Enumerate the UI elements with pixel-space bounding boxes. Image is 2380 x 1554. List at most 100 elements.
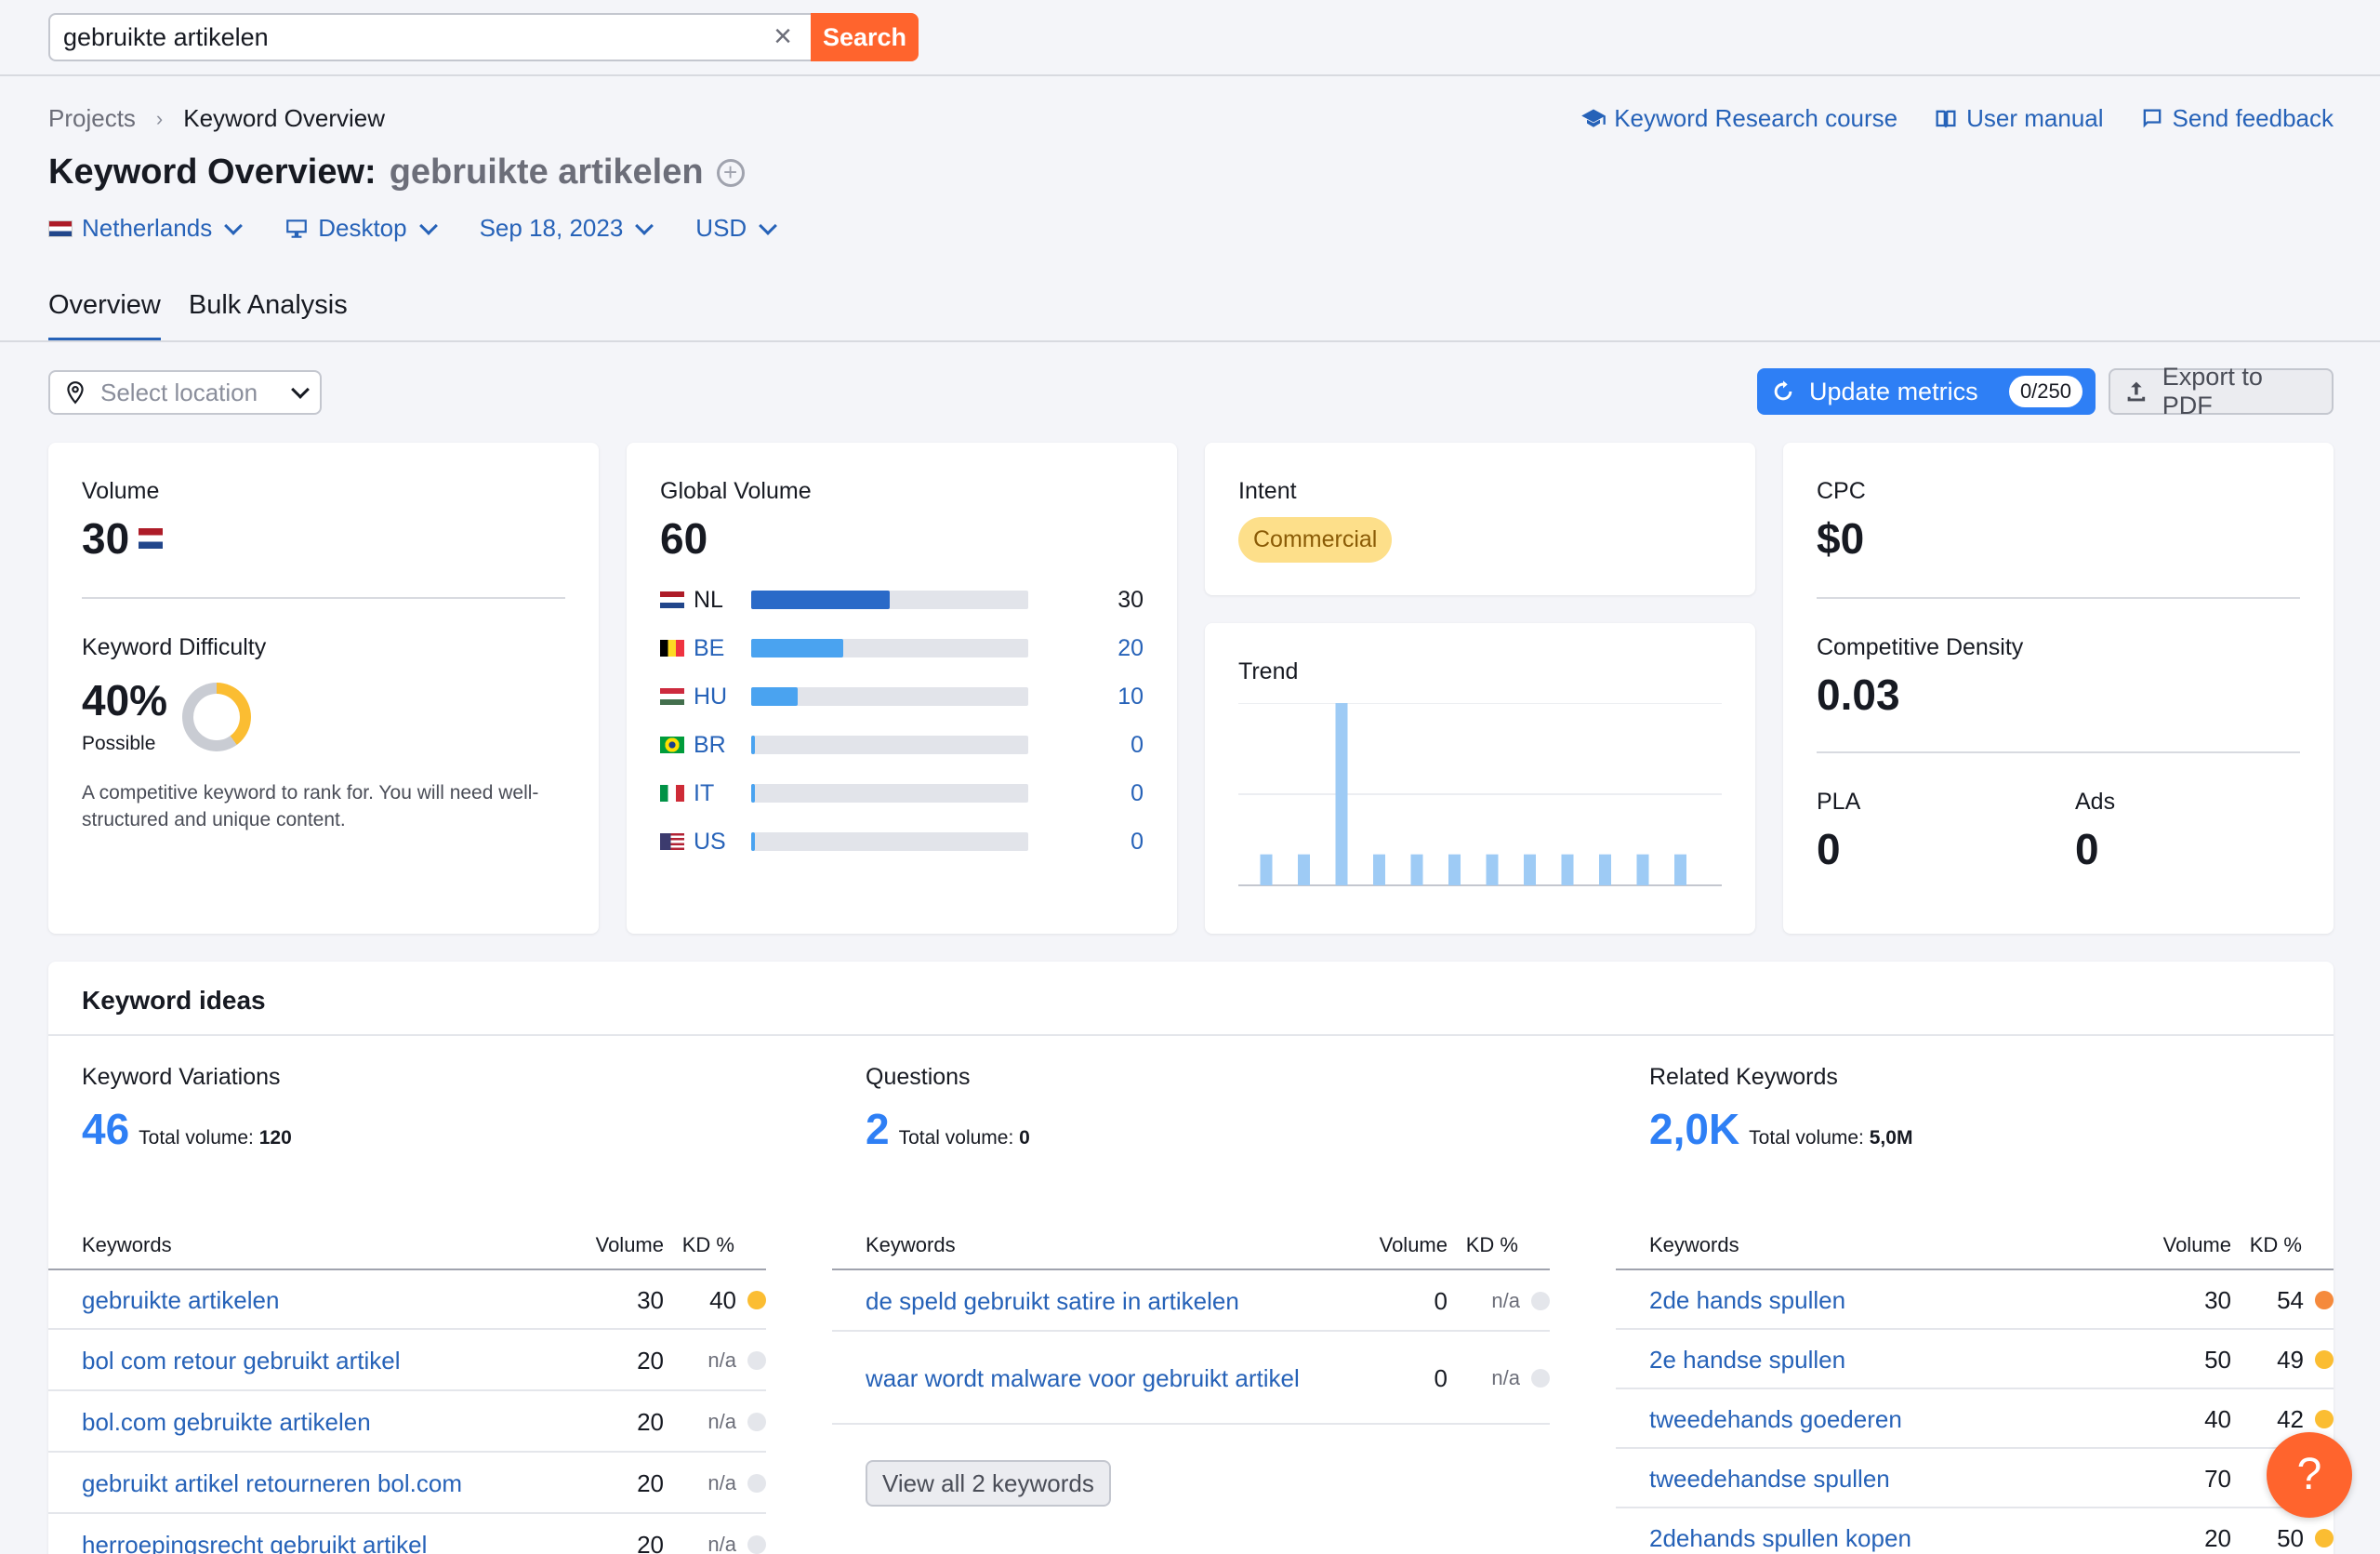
questions-column: Questions 2 Total volume: 0 Keywords Vol… — [832, 1064, 1550, 1507]
keyword-research-course-link[interactable]: Keyword Research course — [1580, 104, 1897, 133]
country-filter-label: Netherlands — [82, 214, 213, 242]
send-feedback-label: Send feedback — [2172, 104, 2334, 132]
breadcrumb-projects[interactable]: Projects — [48, 104, 136, 132]
help-button[interactable]: ? — [2267, 1432, 2352, 1518]
competitive-density-value: 0.03 — [1817, 671, 1900, 719]
keyword-link[interactable]: 2de hands spullen — [1649, 1286, 1846, 1314]
breadcrumb: Projects › Keyword Overview — [48, 104, 385, 133]
trend-bar — [1561, 854, 1574, 885]
keyword-link[interactable]: tweedehands goederen — [1649, 1405, 1902, 1433]
kd-value: 49 — [2277, 1345, 2304, 1374]
country-row-br[interactable]: BR 0 — [660, 731, 1144, 759]
currency-filter[interactable]: USD — [695, 214, 778, 243]
difficulty-donut — [182, 683, 251, 751]
keyword-volume: 40 — [2204, 1404, 2231, 1433]
column-count[interactable]: 2,0K — [1649, 1105, 1740, 1153]
column-count[interactable]: 46 — [82, 1105, 130, 1153]
keyword-research-course-label: Keyword Research course — [1614, 104, 1898, 132]
table-row: 2e handse spullen 50 49 — [1616, 1332, 2334, 1389]
country-code[interactable]: US — [694, 828, 726, 855]
keyword-link[interactable]: gebruikte artikelen — [82, 1286, 280, 1314]
keyword-link[interactable]: bol.com gebruikte artikelen — [82, 1408, 371, 1436]
country-value[interactable]: 20 — [1117, 634, 1144, 661]
header-kd: KD % — [1465, 1233, 1518, 1256]
country-value[interactable]: 10 — [1117, 683, 1144, 710]
keyword-volume: 20 — [637, 1407, 664, 1436]
country-code[interactable]: IT — [694, 779, 715, 806]
keyword-link[interactable]: 2dehands spullen kopen — [1649, 1524, 1911, 1552]
location-select[interactable]: Select location — [48, 370, 322, 415]
chevron-down-icon — [759, 216, 778, 235]
country-row-hu[interactable]: HU 10 — [660, 683, 1144, 711]
clear-icon[interactable]: × — [774, 19, 792, 54]
header-keywords: Keywords — [82, 1233, 172, 1256]
device-filter[interactable]: Desktop — [284, 214, 438, 243]
keyword-link[interactable]: gebruikt artikel retourneren bol.com — [82, 1469, 462, 1497]
upload-icon — [2127, 381, 2146, 402]
kd-dot — [2315, 1291, 2334, 1309]
view-all-button[interactable]: View all 2 keywords — [866, 1460, 1111, 1507]
kd-dot — [747, 1474, 766, 1493]
table-row: gebruikte artikelen 30 40 — [48, 1272, 766, 1330]
keyword-kd: n/a — [664, 1533, 766, 1554]
difficulty-label: Keyword Difficulty — [82, 634, 267, 660]
keyword-link[interactable]: bol com retour gebruikt artikel — [82, 1347, 401, 1375]
search-button[interactable]: Search — [811, 13, 919, 61]
send-feedback-link[interactable]: Send feedback — [2139, 104, 2334, 133]
chevron-down-icon — [635, 216, 654, 235]
keyword-link[interactable]: waar wordt malware voor gebruikt artikel — [866, 1364, 1300, 1392]
total-volume: Total volume: 0 — [899, 1127, 1030, 1149]
competitive-density-label: Competitive Density — [1817, 634, 2024, 660]
column-count[interactable]: 2 — [866, 1105, 890, 1153]
update-metrics-button[interactable]: Update metrics 0/250 — [1757, 368, 2096, 415]
country-code[interactable]: BE — [694, 634, 725, 661]
italy-flag-icon — [660, 785, 684, 802]
trend-bar — [1486, 854, 1499, 885]
country-bar-fill — [751, 736, 756, 754]
date-filter[interactable]: Sep 18, 2023 — [480, 214, 654, 243]
keyword-link[interactable]: herroepingsrecht gebruikt artikel — [82, 1531, 428, 1554]
country-row-be[interactable]: BE 20 — [660, 634, 1144, 662]
cpc-label: CPC — [1817, 478, 1866, 504]
country-code[interactable]: BR — [694, 731, 726, 758]
trend-bar — [1448, 854, 1461, 885]
usa-flag-icon — [660, 833, 684, 850]
export-pdf-button[interactable]: Export to PDF — [2109, 363, 2334, 419]
keyword-link[interactable]: 2e handse spullen — [1649, 1346, 1846, 1374]
graduation-cap-icon — [1581, 109, 1606, 127]
difficulty-value: 40% — [82, 676, 168, 724]
keyword-volume: 20 — [637, 1346, 664, 1375]
keyword-link[interactable]: tweedehandse spullen — [1649, 1465, 1890, 1493]
country-row-us[interactable]: US 0 — [660, 828, 1144, 856]
kd-dot — [2315, 1350, 2334, 1369]
keyword-volume: 0 — [1434, 1286, 1448, 1315]
keyword-volume: 50 — [2204, 1345, 2231, 1374]
search-input[interactable] — [48, 13, 811, 61]
tab-bulk-analysis[interactable]: Bulk Analysis — [188, 290, 348, 320]
total-volume-label: Total volume: — [139, 1127, 254, 1149]
count-line: 2,0K Total volume: 5,0M — [1649, 1104, 2334, 1154]
country-row-it[interactable]: IT 0 — [660, 779, 1144, 807]
kd-dot — [1531, 1369, 1550, 1388]
keyword-link[interactable]: de speld gebruikt satire in artikelen — [866, 1287, 1239, 1315]
keyword-volume: 30 — [2204, 1285, 2231, 1314]
update-metrics-label: Update metrics — [1809, 377, 1978, 405]
user-manual-link[interactable]: User manual — [1933, 104, 2104, 133]
global-volume-label: Global Volume — [660, 478, 812, 504]
country-filter[interactable]: Netherlands — [48, 214, 244, 243]
trend-bar — [1636, 854, 1649, 885]
trend-card: Trend — [1205, 623, 1755, 934]
related-keywords-column: Related Keywords 2,0K Total volume: 5,0M… — [1616, 1064, 2334, 1552]
divider — [1817, 751, 2300, 753]
country-code[interactable]: HU — [694, 683, 728, 710]
keyword-volume: 20 — [2204, 1523, 2231, 1552]
add-keyword-icon[interactable]: + — [716, 158, 745, 187]
tab-overview[interactable]: Overview — [48, 290, 161, 341]
kd-dot — [747, 1413, 766, 1431]
export-pdf-label: Export to PDF — [2162, 363, 2263, 419]
search-wrap: × Search — [48, 13, 919, 61]
country-value[interactable]: 0 — [1130, 779, 1144, 806]
country-value[interactable]: 0 — [1130, 731, 1144, 758]
kd-dot — [747, 1535, 766, 1554]
country-value[interactable]: 0 — [1130, 828, 1144, 855]
